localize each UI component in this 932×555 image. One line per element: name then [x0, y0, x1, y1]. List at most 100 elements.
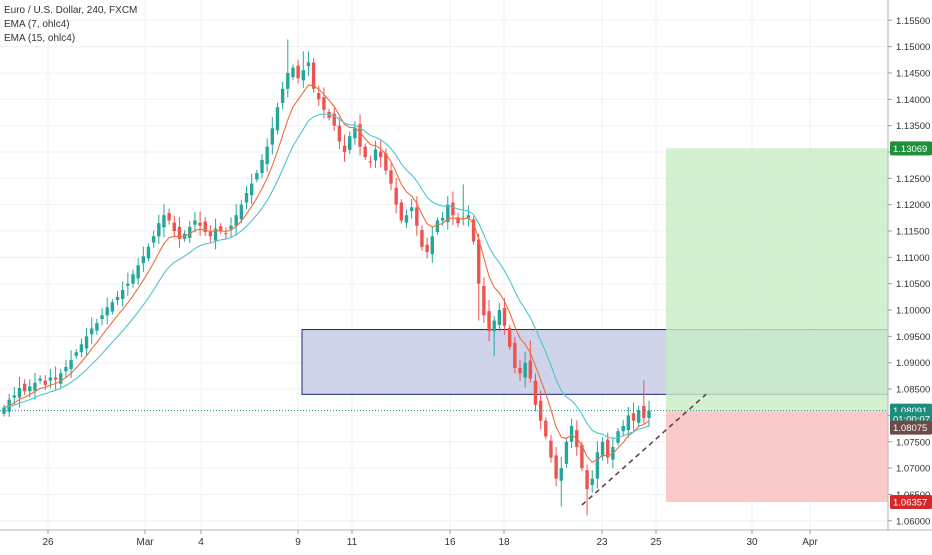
- candle-body: [234, 215, 238, 226]
- candle-body: [363, 146, 367, 158]
- y-tick-label: 1.12000: [896, 200, 930, 211]
- candle-body: [456, 217, 460, 224]
- y-tick-label: 1.09000: [896, 358, 930, 369]
- candle-body: [507, 327, 512, 347]
- candle-body: [95, 323, 99, 331]
- candle-body: [126, 283, 130, 286]
- symbol-title: Euro / U.S. Dollar, 240, FXCM: [4, 5, 138, 16]
- price-label: 1.08091: [893, 406, 927, 417]
- candle-body: [59, 373, 63, 384]
- candle-body: [265, 146, 269, 165]
- candle-body: [115, 296, 120, 301]
- candle-body: [110, 302, 115, 312]
- price-label: 1.08075: [893, 423, 927, 434]
- candle-body: [497, 310, 502, 325]
- candle-body: [275, 107, 280, 131]
- candle-body: [141, 256, 146, 264]
- candle-body: [33, 382, 37, 391]
- price-label: 01:00:07: [893, 415, 930, 426]
- candle-body: [64, 366, 68, 372]
- candle-body: [554, 455, 558, 479]
- candle-body: [322, 97, 326, 110]
- candle-body: [167, 213, 171, 221]
- candle-body: [477, 239, 481, 284]
- candle-body: [22, 383, 27, 392]
- candle-body: [513, 342, 517, 368]
- candle-body: [626, 415, 631, 431]
- trend-line[interactable]: [581, 393, 707, 506]
- candle-body: [451, 202, 455, 216]
- candle-body: [301, 70, 305, 81]
- price-axis[interactable]: [888, 0, 932, 550]
- candle-body: [177, 226, 182, 239]
- candle-body: [219, 226, 223, 232]
- candle-body: [559, 468, 563, 481]
- candle-body: [518, 367, 522, 374]
- candle-body: [466, 215, 471, 218]
- candle-body: [446, 204, 450, 223]
- time-axis[interactable]: [0, 530, 888, 550]
- candle-body: [286, 72, 290, 89]
- candle-body: [353, 128, 357, 139]
- x-tick-label: 26: [42, 537, 54, 548]
- candle-body: [389, 170, 393, 184]
- candle-body: [53, 377, 58, 380]
- candle-body: [208, 232, 213, 237]
- ema-line-7: [3, 84, 650, 463]
- y-tick-label: 1.14000: [896, 95, 930, 106]
- candle-body: [260, 159, 264, 174]
- candle-body: [528, 360, 533, 379]
- candle-body: [523, 362, 527, 378]
- y-tick-label: 1.08500: [896, 385, 930, 396]
- candle-body: [569, 425, 574, 442]
- candle-body: [492, 320, 496, 332]
- candle-body: [378, 151, 383, 158]
- candle-body: [373, 149, 378, 161]
- candle-body: [296, 65, 300, 79]
- candle-body: [544, 420, 548, 437]
- y-tick-label: 1.15500: [896, 16, 930, 27]
- x-tick-label: 30: [746, 537, 758, 548]
- candle-body: [90, 328, 94, 335]
- candle-body: [105, 307, 109, 316]
- stop-zone-rect[interactable]: [666, 411, 888, 502]
- candle-body: [435, 220, 440, 233]
- y-tick-label: 1.09500: [896, 332, 930, 343]
- x-tick-label: 25: [650, 537, 662, 548]
- candle-body: [203, 221, 207, 233]
- candle-body: [642, 405, 646, 419]
- x-tick-label: 23: [596, 537, 608, 548]
- candle-body: [368, 161, 373, 163]
- target-zone-rect[interactable]: [666, 148, 888, 412]
- x-tick-label: 18: [498, 537, 510, 548]
- candle-body: [440, 217, 445, 221]
- candle-body: [100, 315, 104, 320]
- candle-body: [394, 187, 398, 205]
- candle-body: [595, 452, 600, 479]
- chart-legend: Euro / U.S. Dollar, 240, FXCM EMA (7, oh…: [4, 4, 137, 46]
- candle-body: [74, 352, 78, 356]
- x-tick-label: Mar: [136, 537, 154, 548]
- candle-body: [43, 380, 47, 385]
- candle-body: [600, 441, 605, 457]
- candle-body: [342, 145, 347, 152]
- y-tick-label: 1.10500: [896, 279, 930, 290]
- candle-body: [502, 307, 507, 326]
- y-tick-label: 1.14500: [896, 68, 930, 79]
- candle-body: [136, 265, 140, 279]
- candle-body: [244, 193, 249, 203]
- candle-body: [270, 128, 275, 145]
- candle-body: [549, 440, 553, 458]
- candle-body: [425, 244, 429, 253]
- candle-body: [291, 67, 295, 78]
- y-tick-label: 1.12500: [896, 174, 930, 185]
- y-tick-label: 1.06000: [896, 516, 930, 527]
- y-tick-label: 1.13500: [896, 121, 930, 132]
- x-tick-label: 11: [347, 537, 358, 548]
- candle-body: [337, 125, 342, 142]
- candle-body: [487, 311, 491, 332]
- candle-body: [404, 215, 409, 223]
- y-tick-label: 1.11000: [896, 253, 930, 264]
